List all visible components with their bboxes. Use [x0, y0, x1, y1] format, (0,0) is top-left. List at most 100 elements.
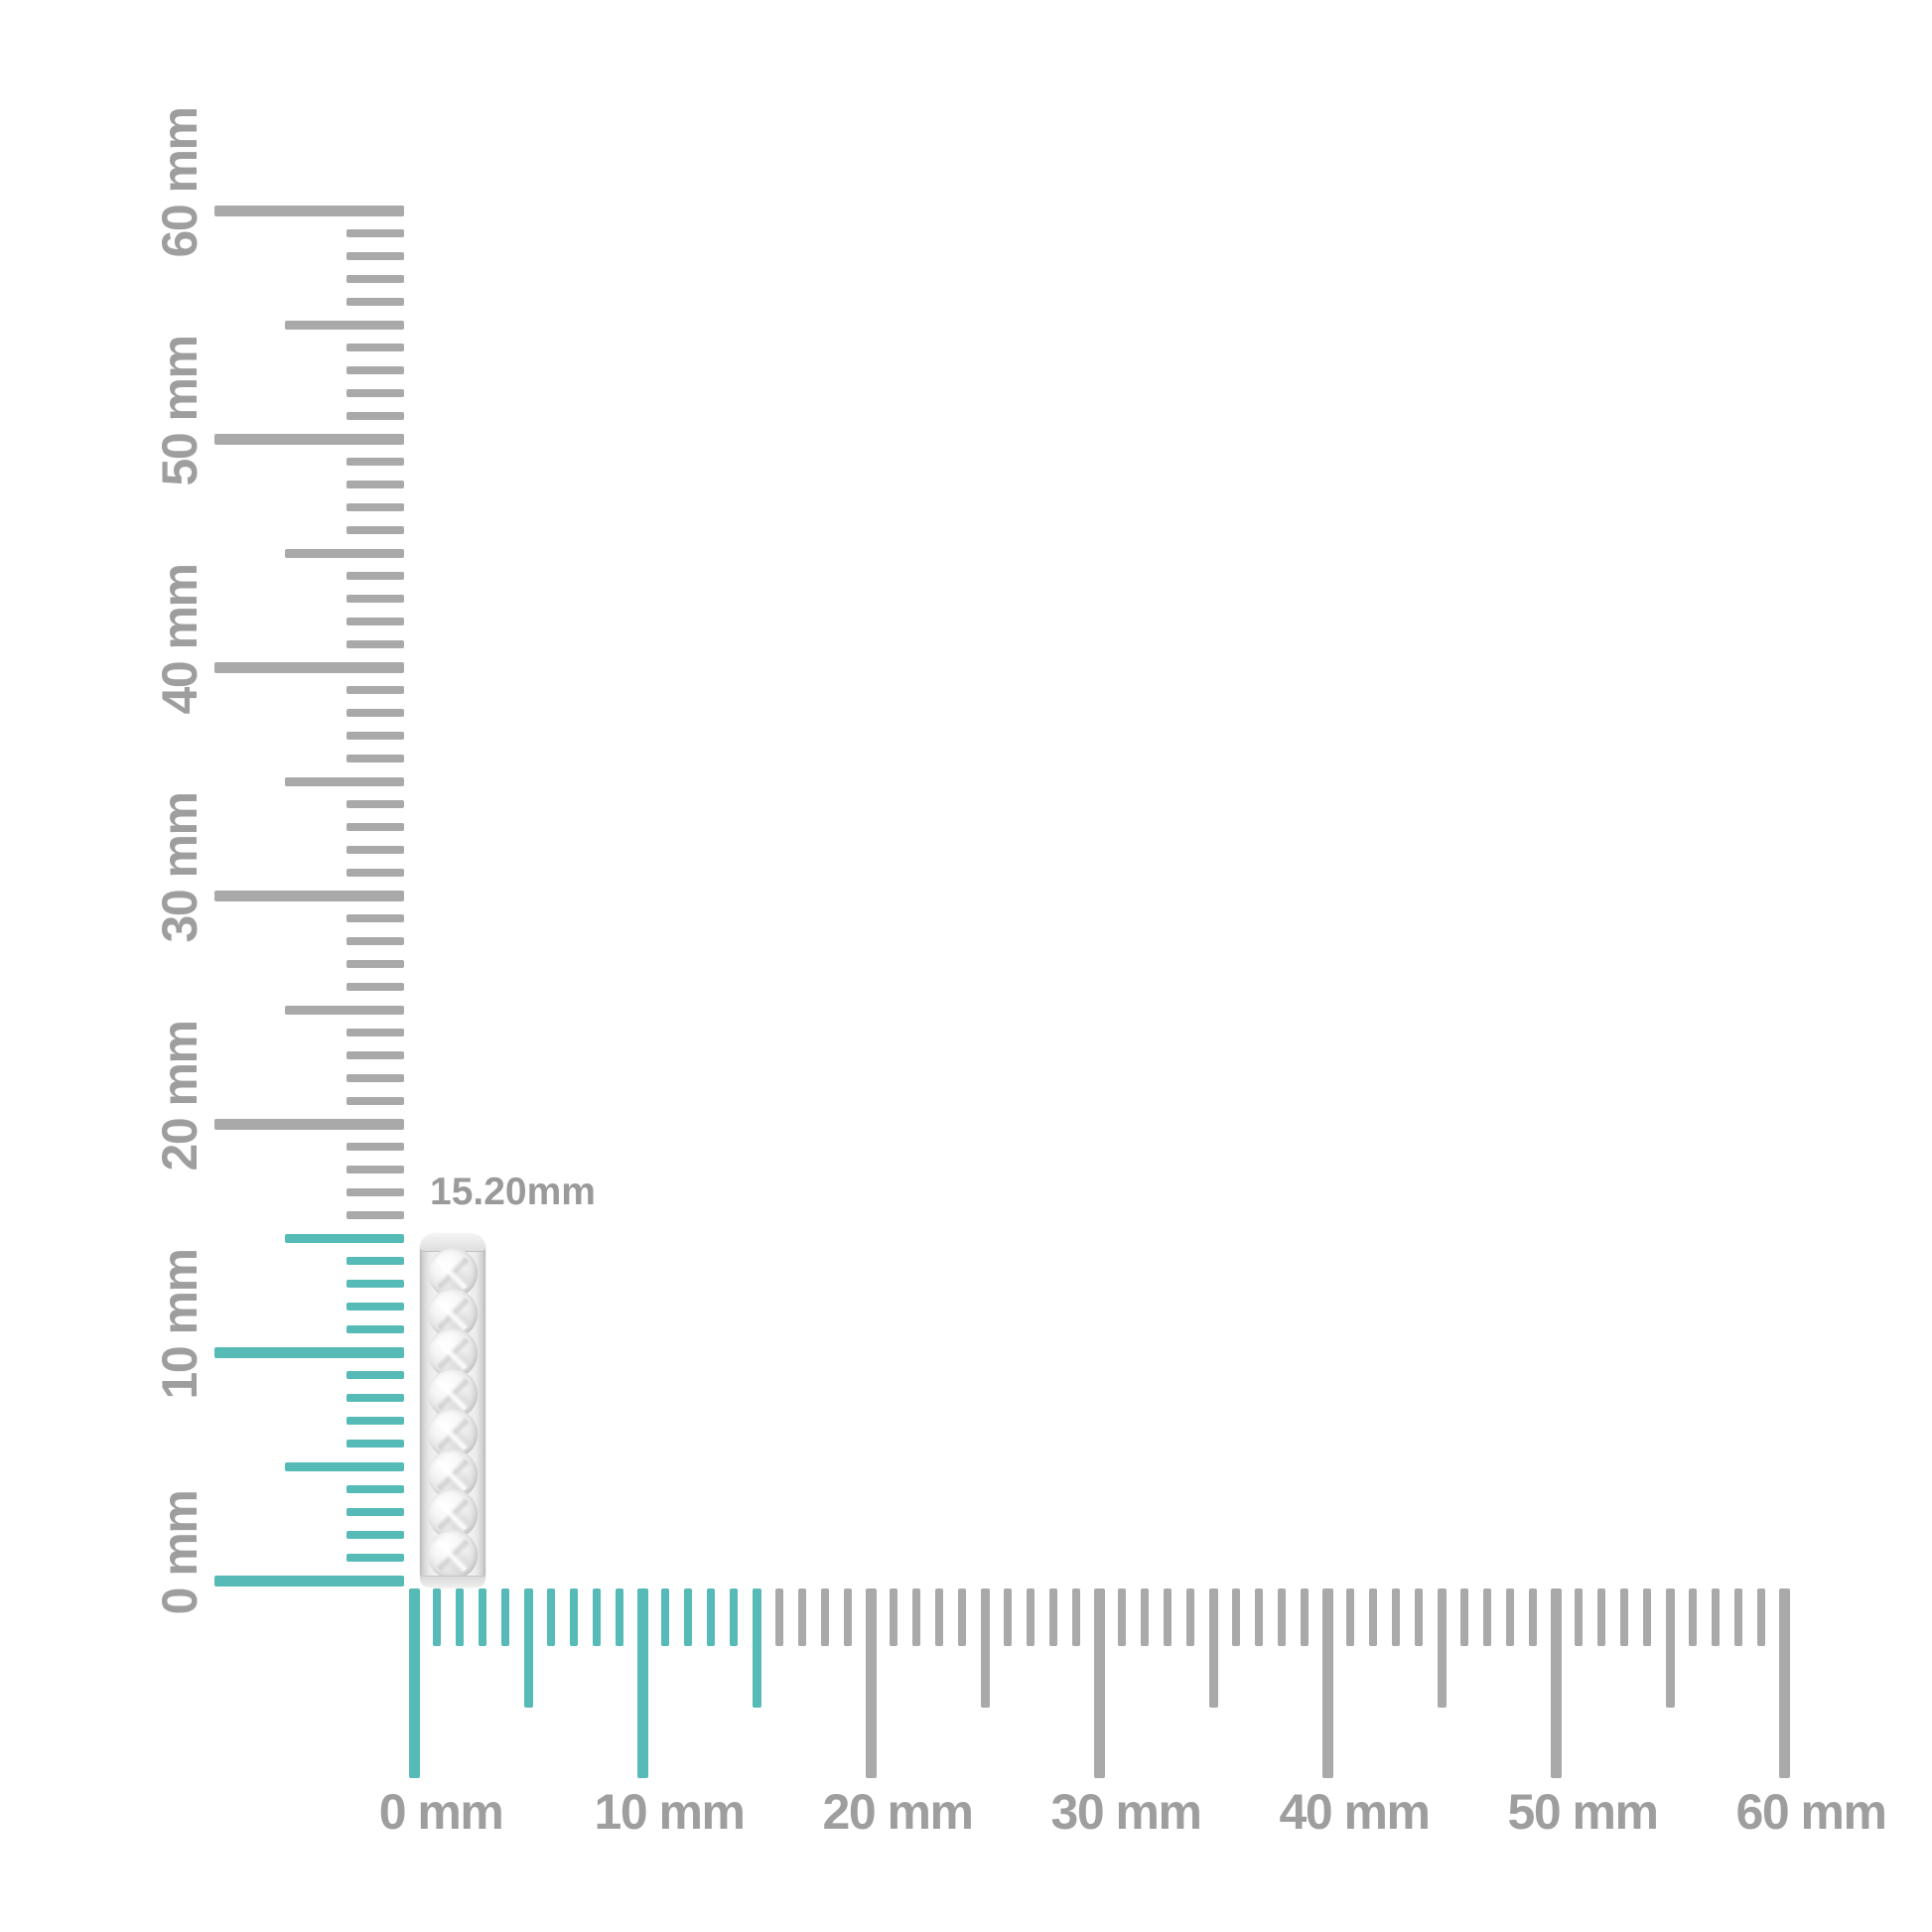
v-tick-20mm — [214, 1118, 404, 1130]
h-tick-22mm — [912, 1588, 920, 1646]
h-tick-9mm — [616, 1588, 623, 1646]
v-tick-16mm — [346, 1211, 404, 1219]
h-tick-31mm — [1118, 1588, 1126, 1646]
h-tick-33mm — [1164, 1588, 1172, 1646]
v-ruler-label-20mm: 20 mm — [152, 1021, 207, 1172]
v-tick-5mm — [285, 1461, 404, 1471]
h-tick-37mm — [1255, 1588, 1263, 1646]
v-tick-0mm — [214, 1575, 404, 1587]
v-tick-30mm — [214, 890, 404, 901]
h-ruler-label-20mm: 20 mm — [822, 1784, 974, 1840]
h-tick-57mm — [1712, 1588, 1720, 1646]
v-tick-58mm — [346, 252, 404, 260]
h-tick-17mm — [798, 1588, 806, 1646]
h-tick-13mm — [707, 1588, 715, 1646]
h-tick-30mm — [1093, 1588, 1105, 1778]
measurement-value-label: 15.20mm — [430, 1171, 596, 1213]
h-ruler-label-50mm: 50 mm — [1507, 1784, 1659, 1840]
v-tick-42mm — [346, 618, 404, 625]
h-ruler-label-0mm: 0 mm — [378, 1784, 504, 1840]
h-tick-20mm — [865, 1588, 877, 1778]
h-tick-34mm — [1186, 1588, 1194, 1646]
h-tick-41mm — [1346, 1588, 1354, 1646]
v-tick-54mm — [346, 344, 404, 351]
h-tick-32mm — [1141, 1588, 1149, 1646]
v-tick-12mm — [346, 1303, 404, 1311]
h-tick-5mm — [523, 1588, 533, 1708]
h-tick-29mm — [1072, 1588, 1080, 1646]
v-tick-4mm — [346, 1485, 404, 1493]
v-ruler-label-0mm: 0 mm — [152, 1490, 207, 1615]
diamond-stone — [428, 1328, 478, 1378]
v-tick-21mm — [346, 1097, 404, 1105]
h-tick-24mm — [958, 1588, 966, 1646]
v-tick-14mm — [346, 1257, 404, 1265]
h-ruler-label-30mm: 30 mm — [1050, 1784, 1202, 1840]
earring-photo — [420, 1234, 485, 1587]
v-tick-8mm — [346, 1394, 404, 1402]
h-tick-49mm — [1529, 1588, 1537, 1646]
v-tick-59mm — [346, 229, 404, 237]
diamond-stone — [428, 1409, 478, 1458]
diamond-stone — [428, 1529, 478, 1580]
v-tick-13mm — [346, 1280, 404, 1288]
v-tick-46mm — [346, 526, 404, 534]
h-tick-51mm — [1575, 1588, 1583, 1646]
v-tick-39mm — [346, 686, 404, 694]
h-tick-60mm — [1778, 1588, 1790, 1778]
v-tick-40mm — [214, 661, 404, 673]
v-tick-36mm — [346, 755, 404, 762]
h-ruler-label-60mm: 60 mm — [1735, 1784, 1887, 1840]
h-tick-35mm — [1208, 1588, 1218, 1708]
h-tick-53mm — [1620, 1588, 1628, 1646]
v-tick-49mm — [346, 458, 404, 466]
h-tick-39mm — [1301, 1588, 1309, 1646]
h-tick-15mm — [752, 1588, 761, 1708]
v-tick-50mm — [214, 433, 404, 445]
h-ruler-label-40mm: 40 mm — [1279, 1784, 1431, 1840]
v-tick-29mm — [346, 914, 404, 922]
v-tick-10mm — [214, 1346, 404, 1358]
v-tick-18mm — [346, 1166, 404, 1173]
v-ruler-label-60mm: 60 mm — [152, 107, 207, 258]
v-tick-6mm — [346, 1440, 404, 1448]
v-ruler-label-10mm: 10 mm — [152, 1249, 207, 1400]
v-ruler-label-50mm: 50 mm — [152, 336, 207, 486]
h-tick-55mm — [1665, 1588, 1675, 1708]
h-tick-3mm — [479, 1588, 486, 1646]
h-tick-4mm — [501, 1588, 509, 1646]
v-tick-26mm — [346, 983, 404, 991]
v-tick-44mm — [346, 572, 404, 580]
v-tick-56mm — [346, 298, 404, 306]
v-tick-11mm — [346, 1325, 404, 1333]
v-tick-57mm — [346, 275, 404, 283]
v-tick-23mm — [346, 1051, 404, 1059]
h-tick-11mm — [661, 1588, 669, 1646]
v-ruler-label-40mm: 40 mm — [152, 564, 207, 715]
h-tick-56mm — [1689, 1588, 1697, 1646]
v-tick-55mm — [285, 320, 404, 330]
v-tick-1mm — [346, 1554, 404, 1562]
h-tick-52mm — [1597, 1588, 1605, 1646]
v-tick-48mm — [346, 481, 404, 488]
h-tick-50mm — [1550, 1588, 1562, 1778]
v-tick-33mm — [346, 823, 404, 831]
h-tick-2mm — [456, 1588, 464, 1646]
v-tick-19mm — [346, 1143, 404, 1151]
h-tick-25mm — [980, 1588, 990, 1708]
v-tick-37mm — [346, 732, 404, 740]
v-tick-25mm — [285, 1005, 404, 1015]
v-tick-22mm — [346, 1074, 404, 1082]
v-tick-32mm — [346, 846, 404, 854]
h-tick-27mm — [1027, 1588, 1035, 1646]
h-tick-19mm — [844, 1588, 852, 1646]
h-tick-36mm — [1232, 1588, 1240, 1646]
v-tick-60mm — [214, 205, 404, 216]
h-ruler-label-10mm: 10 mm — [594, 1784, 746, 1840]
v-tick-52mm — [346, 389, 404, 397]
v-tick-43mm — [346, 595, 404, 603]
v-tick-15mm — [285, 1233, 404, 1243]
v-tick-31mm — [346, 869, 404, 877]
v-tick-24mm — [346, 1029, 404, 1036]
h-tick-1mm — [433, 1588, 441, 1646]
